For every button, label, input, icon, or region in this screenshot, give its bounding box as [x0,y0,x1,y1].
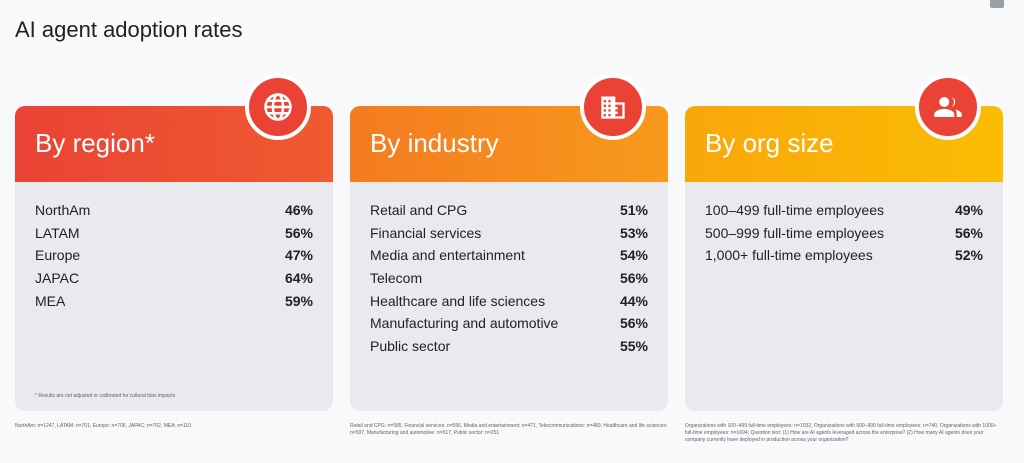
row-label: 500–999 full-time employees [705,224,884,241]
row-value: 56% [619,315,648,332]
industry-card: By industry Retail and CPG 51% Financial … [350,74,668,411]
corner-tab-icon [990,0,1004,8]
bias-note: * Results are not adjusted or calibrated… [35,393,176,399]
row-label: Telecom [370,270,423,287]
row-value: 55% [619,338,648,355]
row-label: Manufacturing and automotive [370,315,559,332]
list-item: Media and entertainment 54% [370,244,648,267]
org-size-card: By org size 100–499 full-time employees 4… [685,74,1003,411]
list-item: 1,000+ full-time employees 52% [705,244,983,267]
list-item: Financial services 53% [370,222,648,245]
row-label: Media and entertainment [370,247,525,264]
row-value: 53% [619,224,648,241]
row-value: 56% [619,270,648,287]
row-value: 46% [284,202,313,218]
list-item: JAPAC 64% [35,267,313,290]
region-footnote: NorthAm: n=1247, LATAM: n=701, Europe: n… [15,423,191,429]
list-item: Retail and CPG 51% [370,199,648,222]
list-item: NorthAm 46% [35,199,313,222]
row-label: NorthAm [35,202,91,218]
row-value: 51% [619,202,648,218]
list-item: 100–499 full-time employees 49% [705,199,983,222]
list-item: Public sector 55% [370,335,648,358]
row-label: 100–499 full-time employees [705,202,884,218]
org-size-footnote: Organizations with 100–499 full-time emp… [685,423,997,443]
row-label: Europe [35,247,81,264]
row-value: 56% [954,224,983,241]
list-item: 500–999 full-time employees 56% [705,222,983,245]
row-label: Financial services [370,224,482,241]
building-icon [580,74,646,140]
page-title: AI agent adoption rates [15,17,243,42]
row-label: 1,000+ full-time employees [705,247,873,264]
people-icon [915,74,981,140]
list-item: Manufacturing and automotive 56% [370,312,648,335]
row-label: Public sector [370,338,451,355]
row-value: 52% [954,247,983,264]
row-label: JAPAC [35,270,80,287]
row-value: 64% [284,270,313,287]
list-item: Europe 47% [35,244,313,267]
industry-footnote: Retail and CPG: n=585, Financial service… [350,423,668,436]
row-label: LATAM [35,224,80,241]
card-heading: By org size [685,106,1003,182]
row-value: 56% [284,224,313,241]
region-card: By region* NorthAm 46% LATAM 56% Europe 47%… [15,74,333,411]
row-label: MEA [35,292,66,309]
row-value: 54% [619,247,648,264]
row-value: 59% [284,292,313,309]
row-label: Retail and CPG [370,202,468,218]
globe-icon [245,74,311,140]
list-item: Healthcare and life sciences 44% [370,290,648,313]
row-value: 44% [619,292,648,309]
list-item: LATAM 56% [35,222,313,245]
list-item: Telecom 56% [370,267,648,290]
row-value: 47% [284,247,313,264]
list-item: MEA 59% [35,290,313,313]
row-label: Healthcare and life sciences [370,292,546,309]
row-value: 49% [954,202,983,218]
